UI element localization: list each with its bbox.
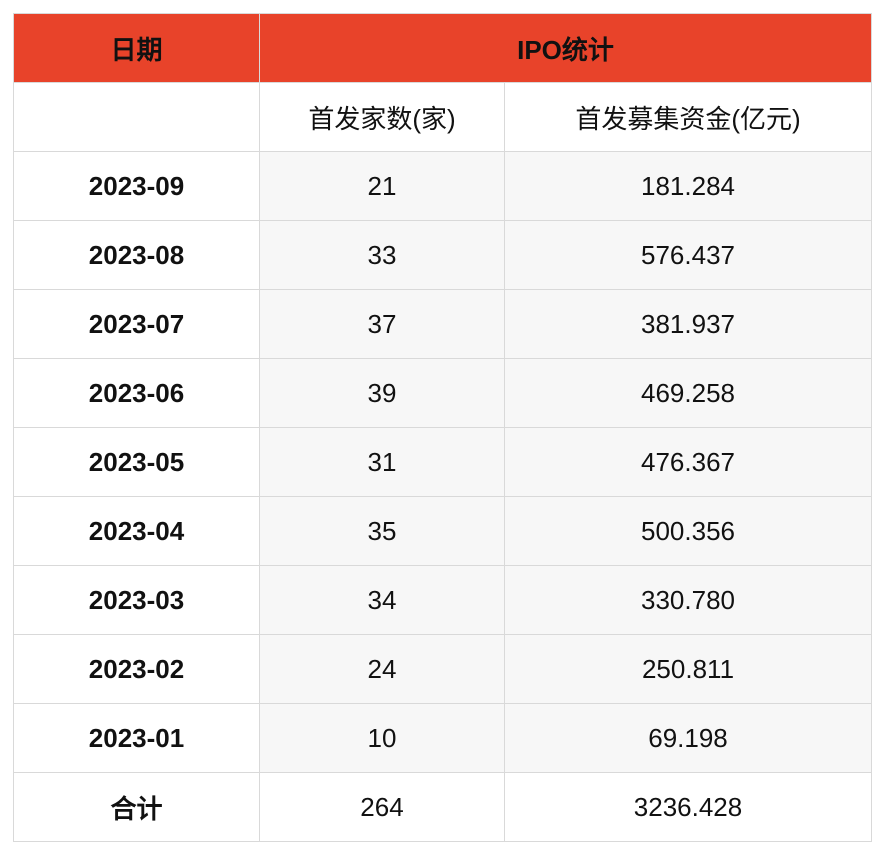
- fund-column-header: 首发募集资金(亿元): [503, 82, 873, 152]
- table-row: 2023-05 31 476.367: [13, 427, 873, 497]
- count-column-header: 首发家数(家): [259, 82, 505, 152]
- count-cell: 39: [259, 358, 505, 428]
- subheader-blank-cell: [13, 82, 260, 152]
- fund-cell: 250.811: [503, 634, 873, 704]
- table-row: 2023-06 39 469.258: [13, 358, 873, 428]
- count-cell: 21: [259, 151, 505, 221]
- date-cell: 2023-02: [13, 634, 260, 704]
- date-cell: 2023-08: [13, 220, 260, 290]
- table-row: 2023-09 21 181.284: [13, 151, 873, 221]
- fund-cell: 381.937: [503, 289, 873, 359]
- table-row: 2023-01 10 69.198: [13, 703, 873, 773]
- ipo-statistics-table: 日期 IPO统计 首发家数(家) 首发募集资金(亿元) 2023-09 21 1…: [13, 13, 873, 842]
- date-cell: 2023-03: [13, 565, 260, 635]
- ipo-stats-header: IPO统计: [258, 13, 873, 83]
- count-cell: 34: [259, 565, 505, 635]
- date-cell: 2023-07: [13, 289, 260, 359]
- count-cell: 33: [259, 220, 505, 290]
- total-label-cell: 合计: [13, 772, 260, 842]
- table-row: 2023-02 24 250.811: [13, 634, 873, 704]
- date-column-header: 日期: [13, 13, 260, 83]
- table-subheader-row: 首发家数(家) 首发募集资金(亿元): [13, 82, 873, 152]
- total-row: 合计 264 3236.428: [13, 772, 873, 842]
- fund-cell: 181.284: [503, 151, 873, 221]
- total-fund-cell: 3236.428: [503, 772, 873, 842]
- date-cell: 2023-05: [13, 427, 260, 497]
- date-cell: 2023-01: [13, 703, 260, 773]
- date-cell: 2023-04: [13, 496, 260, 566]
- table-row: 2023-03 34 330.780: [13, 565, 873, 635]
- count-cell: 31: [259, 427, 505, 497]
- count-cell: 10: [259, 703, 505, 773]
- count-cell: 35: [259, 496, 505, 566]
- table-row: 2023-07 37 381.937: [13, 289, 873, 359]
- fund-cell: 469.258: [503, 358, 873, 428]
- fund-cell: 500.356: [503, 496, 873, 566]
- table-row: 2023-08 33 576.437: [13, 220, 873, 290]
- count-cell: 37: [259, 289, 505, 359]
- table-row: 2023-04 35 500.356: [13, 496, 873, 566]
- count-cell: 24: [259, 634, 505, 704]
- date-cell: 2023-09: [13, 151, 260, 221]
- date-cell: 2023-06: [13, 358, 260, 428]
- table-header-row: 日期 IPO统计: [13, 13, 873, 83]
- fund-cell: 576.437: [503, 220, 873, 290]
- total-count-cell: 264: [259, 772, 505, 842]
- fund-cell: 330.780: [503, 565, 873, 635]
- fund-cell: 69.198: [503, 703, 873, 773]
- fund-cell: 476.367: [503, 427, 873, 497]
